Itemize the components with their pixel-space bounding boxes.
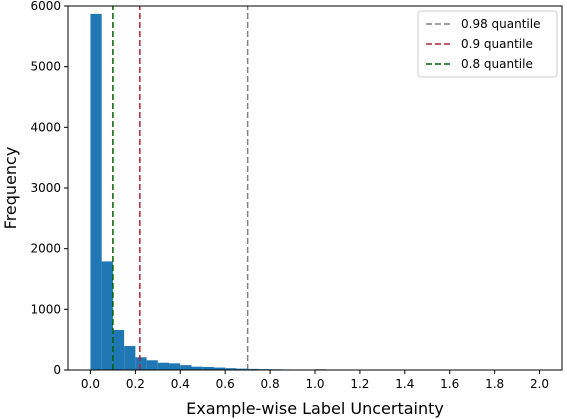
x-tick-label-8: 1.6: [440, 377, 459, 391]
x-axis: 0.0 0.2 0.4 0.6 0.8 1.0 1.2 1.4 1.6 1.8 2.0: [81, 370, 549, 391]
y-tick-label-3: 3000: [30, 181, 61, 195]
histogram-bar-1: [101, 261, 113, 370]
x-tick-label-5: 1.0: [305, 377, 324, 391]
histogram-bar-9: [191, 366, 203, 370]
x-tick-label-9: 1.8: [485, 377, 504, 391]
histogram-bars: [90, 13, 360, 371]
x-tick-label-7: 1.4: [395, 377, 414, 391]
x-tick-label-4: 0.8: [261, 377, 280, 391]
quantile-lines: [112, 6, 249, 370]
x-tick-label-10: 2.0: [530, 377, 549, 391]
y-tick-label-1: 1000: [30, 302, 61, 316]
x-tick-label-2: 0.4: [171, 377, 190, 391]
histogram-bar-2: [112, 329, 125, 370]
y-tick-label-2: 2000: [30, 242, 61, 256]
histogram-bar-12: [225, 368, 237, 370]
y-axis: 0 1000 2000 3000 4000 5000 6000: [30, 0, 68, 377]
histogram-bar-3: [124, 346, 136, 370]
x-tick-label-6: 1.2: [350, 377, 369, 391]
histogram-bar-5: [146, 360, 158, 370]
y-tick-label-5: 5000: [30, 60, 61, 74]
y-tick-label-4: 4000: [30, 120, 61, 134]
histogram-bar-6: [157, 362, 170, 370]
histogram-bar-4: [135, 357, 147, 370]
histogram-bar-13: [236, 368, 248, 370]
legend-label-2: 0.8 quantile: [461, 57, 533, 71]
histogram-bar-10: [202, 366, 214, 370]
x-tick-label-0: 0.0: [81, 377, 100, 391]
histogram-bar-11: [213, 367, 226, 370]
histogram-bar-0: [90, 13, 102, 371]
x-axis-title: Example-wise Label Uncertainty: [186, 399, 444, 418]
legend-label-1: 0.9 quantile: [461, 37, 533, 51]
x-tick-label-3: 0.6: [216, 377, 235, 391]
x-tick-label-1: 0.2: [126, 377, 145, 391]
legend-label-0: 0.98 quantile: [461, 17, 540, 31]
legend-box: [417, 10, 558, 78]
y-axis-title: Frequency: [1, 147, 20, 230]
histogram-bar-8: [180, 365, 192, 370]
histogram-bar-14: [247, 368, 259, 370]
histogram-bar-7: [169, 363, 181, 370]
y-tick-label-0: 0: [53, 363, 61, 377]
legend: 0.98 quantile 0.9 quantile 0.8 quantile: [417, 10, 558, 78]
y-tick-label-6: 6000: [30, 0, 61, 13]
